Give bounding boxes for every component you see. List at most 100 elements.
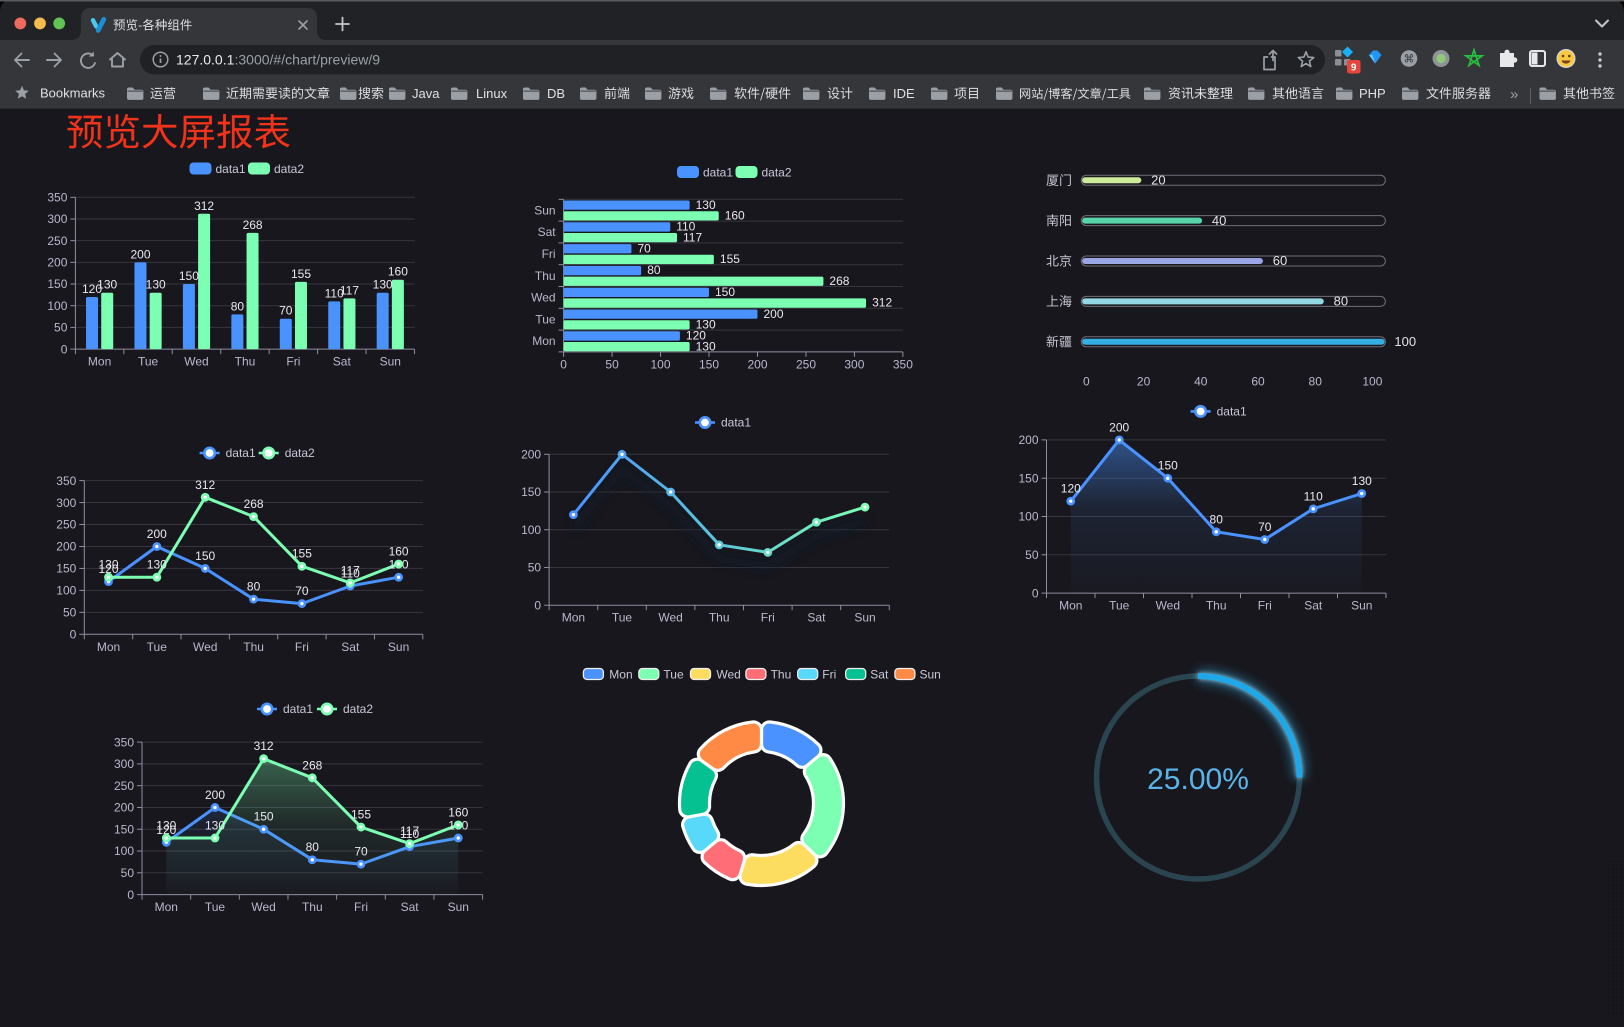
svg-text:Tue: Tue [663,668,684,682]
svg-text:Fri: Fri [295,640,309,654]
svg-text:Wed: Wed [193,640,217,654]
svg-text:data1: data1 [283,702,313,716]
svg-text:100: 100 [1394,334,1416,349]
svg-text:Mon: Mon [532,334,555,348]
svg-text:Wed: Wed [658,611,682,625]
svg-text:Tue: Tue [205,900,226,914]
svg-text:120: 120 [156,823,176,837]
svg-text:0: 0 [61,342,68,356]
svg-text:Tue: Tue [535,312,556,326]
svg-text:130: 130 [97,278,117,292]
svg-text:100: 100 [114,844,134,858]
svg-text:117: 117 [400,824,419,838]
svg-text:155: 155 [291,267,311,281]
svg-text:Java: Java [412,86,440,101]
svg-text:40: 40 [1212,213,1226,228]
svg-text:312: 312 [254,739,274,753]
svg-text:100: 100 [47,299,67,313]
svg-text:Thu: Thu [535,269,556,283]
svg-text:Thu: Thu [235,355,256,369]
svg-text:250: 250 [114,779,134,793]
svg-text:Sun: Sun [388,640,409,654]
svg-text:150: 150 [521,485,541,499]
svg-text:Sat: Sat [807,611,826,625]
svg-text:Fri: Fri [542,247,556,261]
svg-text:120: 120 [686,329,706,343]
svg-text:Fri: Fri [286,355,300,369]
svg-text:80: 80 [1334,294,1348,309]
svg-text:data1: data1 [721,416,751,430]
svg-text:130: 130 [696,318,716,332]
svg-text:110: 110 [400,827,419,841]
svg-text:50: 50 [54,321,68,335]
svg-text:160: 160 [725,209,745,223]
svg-text:Sat: Sat [333,355,352,369]
svg-text:50: 50 [63,606,77,620]
svg-text:155: 155 [720,252,740,266]
svg-text:150: 150 [195,549,215,563]
svg-text:Fri: Fri [761,611,775,625]
svg-text:200: 200 [114,801,134,815]
svg-text:150: 150 [254,810,274,824]
svg-text:Sat: Sat [870,668,889,682]
svg-text:data2: data2 [762,165,792,179]
svg-text:Wed: Wed [251,900,275,914]
svg-text:data1: data1 [1217,405,1247,419]
svg-text:data1: data1 [216,162,246,176]
svg-text:DB: DB [547,86,565,101]
svg-text:110: 110 [1304,489,1323,503]
svg-text:250: 250 [796,357,816,371]
svg-text:60: 60 [1273,253,1287,268]
svg-text:Wed: Wed [184,355,208,369]
svg-text:Sat: Sat [341,640,360,654]
svg-text:Sat: Sat [1304,599,1323,613]
svg-text:data2: data2 [343,702,373,716]
svg-text:312: 312 [195,478,215,492]
svg-text:70: 70 [279,304,293,318]
svg-text:117: 117 [340,283,359,297]
svg-text:300: 300 [844,357,864,371]
svg-text:Mon: Mon [562,611,585,625]
svg-text:Sat: Sat [401,900,420,914]
svg-text:130: 130 [146,278,166,292]
svg-text:Fri: Fri [822,668,836,682]
svg-text:»: » [1510,86,1518,103]
svg-text:200: 200 [130,247,150,261]
svg-text:200: 200 [747,357,767,371]
svg-text:Mon: Mon [1059,599,1082,613]
svg-text:200: 200 [205,788,225,802]
svg-text:⌘: ⌘ [1404,54,1415,66]
svg-text:268: 268 [302,758,322,772]
svg-text:0: 0 [70,628,77,642]
svg-text:Tue: Tue [138,355,159,369]
svg-text:300: 300 [56,496,76,510]
svg-text:155: 155 [292,547,312,561]
svg-text:data2: data2 [285,446,315,460]
svg-text:268: 268 [829,274,849,288]
svg-text:130: 130 [373,278,393,292]
svg-text:200: 200 [147,527,167,541]
svg-text:200: 200 [764,307,784,321]
svg-text:80: 80 [647,263,661,277]
svg-text:150: 150 [114,822,134,836]
svg-text:110: 110 [341,567,360,581]
svg-text:Tue: Tue [147,640,168,654]
svg-text:Tue: Tue [1109,599,1130,613]
svg-text:150: 150 [1018,471,1038,485]
svg-text:155: 155 [351,808,371,822]
svg-text:IDE: IDE [893,86,915,101]
svg-text:350: 350 [56,474,76,488]
svg-text:9: 9 [1351,63,1357,74]
svg-text:300: 300 [47,212,67,226]
svg-text:70: 70 [638,241,652,255]
svg-text:60: 60 [1251,375,1265,389]
svg-text:160: 160 [448,805,468,819]
svg-text:PHP: PHP [1359,86,1386,101]
svg-text:70: 70 [1258,520,1272,534]
svg-text:100: 100 [521,523,541,537]
svg-text:150: 150 [715,285,735,299]
svg-text:20: 20 [1137,375,1151,389]
svg-text:Bookmarks: Bookmarks [40,86,106,101]
svg-text:150: 150 [56,562,76,576]
svg-text:130: 130 [156,819,176,833]
